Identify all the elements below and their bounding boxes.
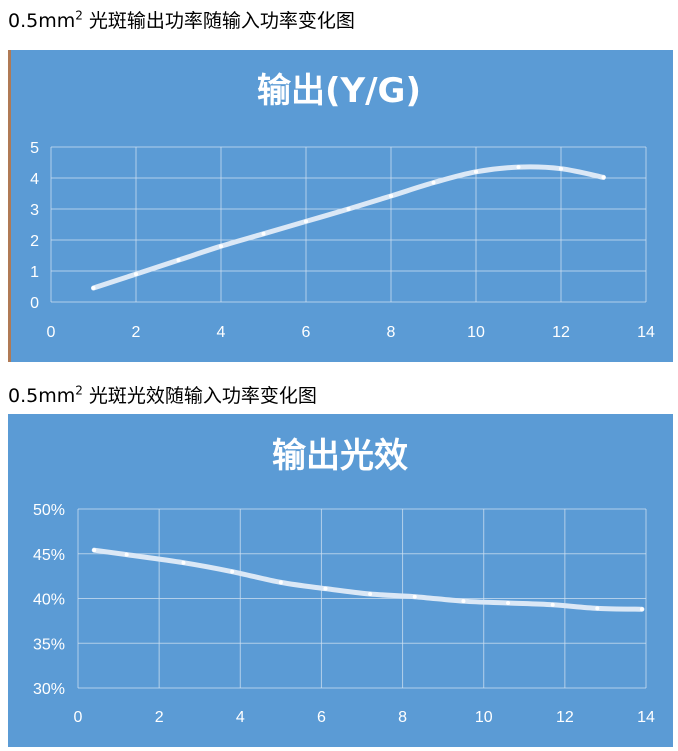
y-tick-label: 0 [30,295,39,312]
y-tick-label: 1 [30,264,39,281]
series-line [91,547,645,612]
x-tick-label: 10 [467,324,485,341]
x-tick-label: 8 [398,709,407,726]
data-point [304,219,308,224]
y-tick-label: 45% [33,547,65,564]
data-point [261,231,266,236]
y-tick-label: 50% [33,502,65,519]
chart1-heading: 0.5mm2 光斑输出功率随输入功率变化图 [8,8,355,32]
data-point [219,244,223,249]
x-tick-label: 14 [637,324,655,341]
data-point [323,586,328,591]
x-tick-label: 12 [552,324,570,341]
x-tick-label: 6 [317,709,326,726]
x-tick-label: 0 [74,709,83,726]
data-point [412,594,417,599]
y-tick-label: 4 [30,171,39,188]
chart2-heading: 0.5mm2 光斑光效随输入功率变化图 [8,383,317,407]
data-point [278,580,283,585]
x-tick-label: 2 [132,324,141,341]
data-point [124,552,129,557]
y-tick-label: 40% [33,592,65,609]
data-point [134,272,138,277]
data-point [516,165,521,170]
x-tick-label: 6 [302,324,311,341]
x-tick-label: 12 [556,709,574,726]
x-tick-label: 4 [236,709,245,726]
x-tick-label: 14 [637,709,655,726]
data-point [181,560,186,565]
x-tick-label: 8 [387,324,396,341]
series-line [91,164,606,291]
data-point [474,169,478,174]
x-tick-label: 10 [475,709,493,726]
x-tick-label: 2 [155,709,164,726]
data-point [230,569,235,574]
data-point [595,606,600,611]
data-point [92,548,97,553]
efficacy-chart-svg: 输出光效 30% 35% 40% 45% 50% 0 2 4 6 8 10 12 14 [33,436,655,726]
chart-title: 输出(Y/G) [257,71,421,111]
x-tick-label: 4 [217,324,226,341]
data-point [91,286,96,291]
x-tick-label: 0 [47,324,56,341]
data-point [346,207,351,211]
y-tick-label: 30% [33,681,65,698]
efficacy-chart: 输出光效 30% 35% 40% 45% 50% 0 2 4 6 8 10 12 14 [8,414,673,747]
data-point [559,166,563,171]
y-tick-label: 5 [30,140,39,157]
data-point [368,592,373,597]
y-tick-label: 3 [30,202,39,219]
data-point [389,193,393,198]
data-point [176,258,181,263]
data-point [431,180,436,185]
chart-title: 输出光效 [272,436,408,476]
output-power-chart: 输出(Y/G) 0 1 2 3 4 5 0 2 4 6 8 10 12 14 [8,50,673,362]
data-point [550,602,555,607]
data-point [601,175,606,180]
data-point [506,600,511,605]
data-point [639,607,644,612]
y-tick-label: 2 [30,233,39,250]
y-tick-label: 35% [33,636,65,653]
data-point [461,599,466,604]
